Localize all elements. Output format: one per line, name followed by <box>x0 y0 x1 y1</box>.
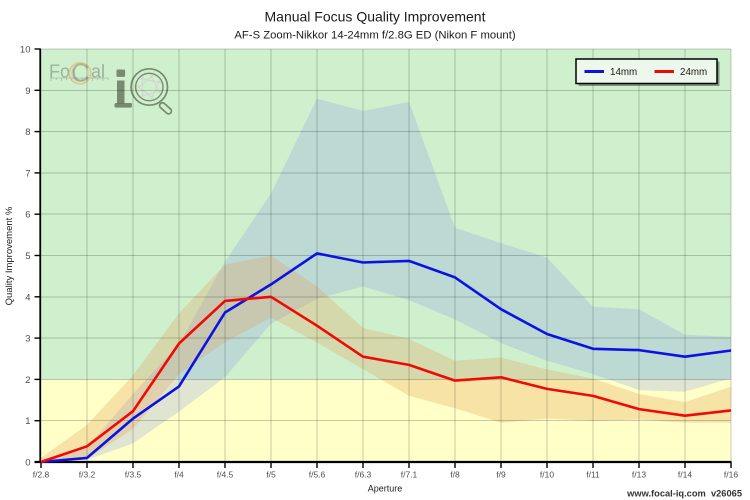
svg-text:f/4: f/4 <box>174 470 184 480</box>
svg-text:f/8: f/8 <box>450 470 460 480</box>
svg-text:f/5: f/5 <box>266 470 276 480</box>
svg-text:f/4.5: f/4.5 <box>217 470 234 480</box>
svg-text:f/13: f/13 <box>632 470 646 480</box>
svg-text:f/3.5: f/3.5 <box>125 470 142 480</box>
svg-text:f/5.6: f/5.6 <box>309 470 326 480</box>
svg-text:8: 8 <box>25 127 30 138</box>
svg-text:Fo: Fo <box>49 62 70 82</box>
svg-text:al: al <box>91 62 105 82</box>
svg-text:3: 3 <box>25 334 30 345</box>
svg-text:f/7.1: f/7.1 <box>401 470 418 480</box>
svg-text:f/10: f/10 <box>540 470 554 480</box>
svg-text:2: 2 <box>25 375 30 386</box>
svg-text:f/11: f/11 <box>586 470 600 480</box>
svg-text:f/6.3: f/6.3 <box>355 470 372 480</box>
svg-text:0: 0 <box>25 458 30 469</box>
svg-text:AF-S Zoom-Nikkor 14-24mm f/2.8: AF-S Zoom-Nikkor 14-24mm f/2.8G ED (Niko… <box>234 30 515 42</box>
svg-text:f/16: f/16 <box>724 470 738 480</box>
svg-text:6: 6 <box>25 210 30 221</box>
svg-text:5: 5 <box>25 251 30 262</box>
svg-text:Aperture: Aperture <box>368 484 403 494</box>
svg-text:7: 7 <box>25 168 30 179</box>
svg-text:9: 9 <box>25 86 30 97</box>
svg-text:14mm: 14mm <box>610 67 637 78</box>
svg-text:www.focal-iq.com v26065: www.focal-iq.com v26065 <box>626 489 742 499</box>
svg-text:4: 4 <box>25 292 30 303</box>
svg-text:24mm: 24mm <box>680 67 707 78</box>
svg-text:10: 10 <box>20 45 31 56</box>
svg-text:f/9: f/9 <box>496 470 506 480</box>
svg-text:Manual Focus Quality Improveme: Manual Focus Quality Improvement <box>265 9 486 25</box>
svg-text:Quality Improvement %: Quality Improvement % <box>4 206 15 305</box>
svg-text:f/2.8: f/2.8 <box>33 470 50 480</box>
svg-text:f/3.2: f/3.2 <box>79 470 96 480</box>
svg-text:1: 1 <box>25 416 30 427</box>
svg-text:f/14: f/14 <box>678 470 692 480</box>
